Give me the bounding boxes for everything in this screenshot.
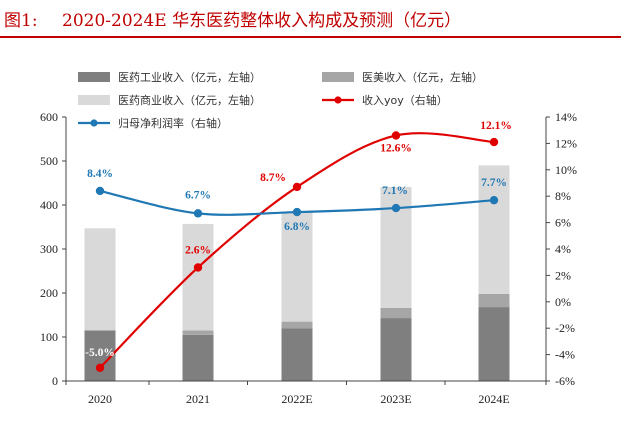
net-margin-label: 6.8% (284, 221, 310, 233)
line-series (95, 131, 499, 372)
revenue-yoy-label: 12.1% (480, 120, 512, 132)
left-tick-label: 500 (40, 154, 58, 168)
net-margin-label: 8.4% (87, 168, 113, 180)
x-tick-label: 2021 (186, 392, 210, 406)
x-tick-label: 2022E (281, 392, 312, 406)
chart-legend: 医药工业收入（亿元，左轴） 医美收入（亿元，左轴） 医药商业收入（亿元，左轴） 收入y… (78, 70, 483, 130)
aesthetic-bar-4 (478, 293, 510, 308)
net-margin-label: 6.7% (185, 189, 211, 201)
x-tick-label: 2023E (380, 392, 411, 406)
net-margin-label: 7.7% (481, 177, 507, 189)
right-tick-label: -4% (555, 348, 575, 362)
right-tick-label: 12% (555, 136, 577, 150)
revenue-yoy-point-0 (95, 363, 105, 372)
right-tick-label: 8% (555, 189, 571, 203)
legend-aesthetic-swatch (322, 72, 354, 82)
figure-number: 图1: (4, 11, 38, 31)
left-tick-label: 100 (40, 330, 58, 344)
right-tick-label: 2% (555, 268, 571, 282)
left-tick-label: 200 (40, 286, 58, 300)
industrial-bar-3 (380, 318, 412, 381)
revenue-yoy-label: -5.0% (85, 347, 115, 359)
right-tick-label: 14% (555, 110, 577, 124)
revenue-yoy-label: 12.6% (380, 142, 412, 154)
left-tick-label: 0 (52, 374, 58, 388)
figure-title: 2020-2024E 华东医药整体收入构成及预测（亿元） (62, 11, 462, 31)
commercial-bar-0 (84, 228, 116, 331)
revenue-yoy-point-1 (193, 263, 203, 272)
right-tick-label: 0% (555, 295, 571, 309)
industrial-bar-4 (478, 307, 510, 381)
left-tick-label: 400 (40, 198, 58, 212)
net-margin-point-2 (292, 207, 302, 217)
legend-net-margin-label: 归母净利润率（右轴） (118, 116, 228, 130)
left-tick-label: 300 (40, 242, 58, 256)
right-tick-label: -2% (555, 321, 575, 335)
right-tick-label: 6% (555, 216, 571, 230)
legend-revenue-yoy-marker (334, 96, 342, 104)
data-labels: -5.0% 2.6% 8.7% 12.6% 12.1% 8.4% 6.7% 6.8% 7.1% 7… (85, 120, 512, 359)
commercial-bar-2 (281, 212, 313, 322)
right-tick-label: 4% (555, 242, 571, 256)
legend-commercial-label: 医药商业收入（亿元，左轴） (118, 93, 261, 107)
industrial-bar-2 (281, 328, 313, 381)
revenue-yoy-point-4 (489, 137, 499, 147)
aesthetic-bar-3 (380, 307, 412, 319)
bar-series (84, 165, 510, 381)
aesthetic-bar-1 (182, 330, 214, 335)
legend-industrial-label: 医药工业收入（亿元，左轴） (118, 70, 261, 84)
figure-title-bar: 图1: 2020-2024E 华东医药整体收入构成及预测（亿元） (0, 0, 621, 38)
net-margin-point-4 (489, 195, 499, 205)
legend-industrial-swatch (78, 72, 110, 82)
right-tick-label: 10% (555, 163, 577, 177)
revenue-yoy-point-2 (292, 182, 302, 192)
legend-revenue-yoy-label: 收入yoy（右轴） (362, 93, 448, 107)
right-tick-label: -6% (555, 374, 575, 388)
x-tick-label: 2020 (88, 392, 112, 406)
legend-commercial-swatch (78, 95, 110, 105)
chart-axes: 0 100 200 300 400 500 600 -6% -4% -2% 0% 2% 4% 6% 8% 10… (40, 110, 577, 406)
net-margin-label: 7.1% (382, 185, 408, 197)
net-margin-point-3 (391, 203, 401, 213)
commercial-bar-4 (478, 165, 510, 294)
net-margin-point-1 (193, 209, 203, 218)
net-margin-point-0 (95, 186, 105, 196)
left-tick-label: 600 (40, 110, 58, 124)
x-tick-label: 2024E (478, 392, 509, 406)
aesthetic-bar-2 (281, 321, 313, 329)
legend-net-margin-marker (90, 119, 98, 127)
revenue-yoy-label: 2.6% (185, 244, 211, 256)
legend-aesthetic-label: 医美收入（亿元，左轴） (362, 70, 483, 84)
revenue-yoy-point-3 (391, 131, 401, 140)
revenue-yoy-label: 8.7% (260, 172, 286, 184)
industrial-bar-1 (182, 334, 214, 381)
